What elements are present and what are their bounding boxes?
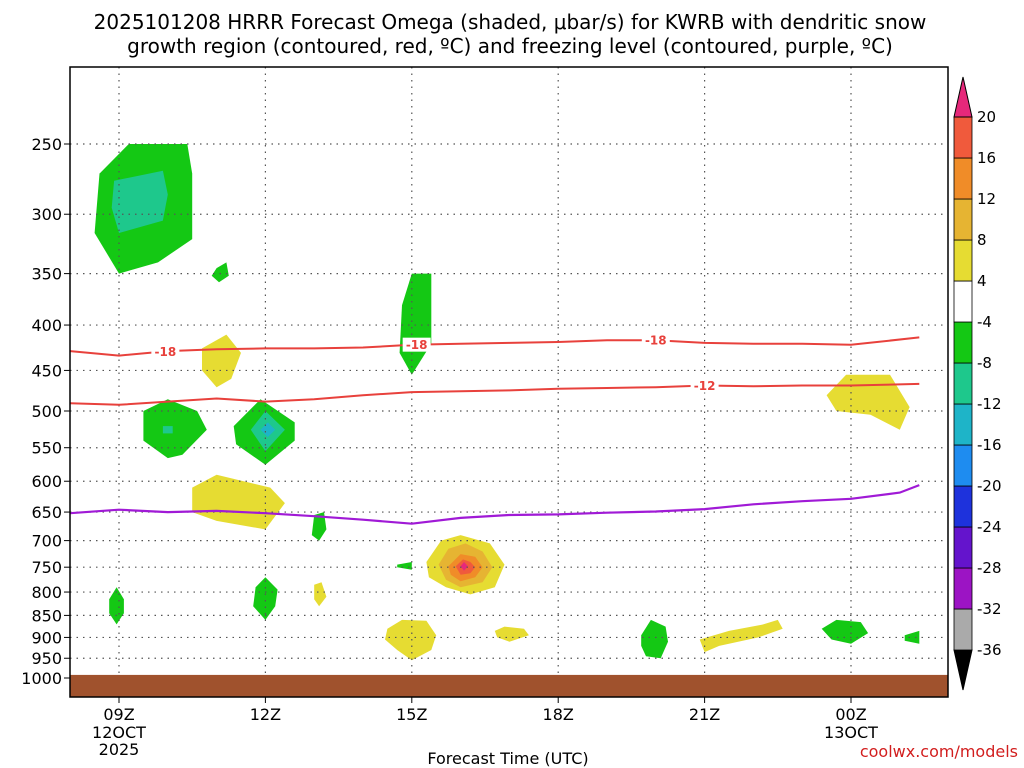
omega-region-yellow-blob-21z — [699, 619, 783, 653]
colorbar-extend-low — [953, 649, 973, 691]
colorbar-swatch--28-to--24 — [953, 526, 973, 569]
omega-region-green-small-355 — [211, 262, 229, 283]
omega-region-magenta-core-750 — [460, 562, 468, 571]
colorbar-label-12: 12 — [977, 190, 996, 208]
colorbar-label-16: 16 — [977, 149, 996, 167]
plot-background — [70, 67, 948, 697]
y-tick-label-600: 600 — [31, 472, 62, 491]
plot-content: -18 -18 -18 -12 — [70, 67, 948, 697]
y-tick-label-850: 850 — [31, 606, 62, 625]
omega-region-green-blob-20z — [641, 619, 668, 659]
colorbar-label-4: 4 — [977, 272, 987, 290]
colorbar-label--28: -28 — [977, 559, 1002, 577]
colorbar-swatch-12-to-16 — [953, 157, 973, 200]
y-tick-label-900: 900 — [31, 628, 62, 647]
colorbar-swatch-16-to-20 — [953, 116, 973, 159]
credit-link[interactable]: coolwx.com/models — [860, 742, 1018, 761]
chart-title-line-1: 2025101208 HRRR Forecast Omega (shaded, … — [94, 10, 927, 34]
x-tick-label-18Z: 18Z — [543, 705, 574, 724]
omega-region-green-blob-810 — [253, 577, 278, 620]
colorbar-swatch--32-to--28 — [953, 567, 973, 610]
ground-surface — [70, 674, 948, 697]
y-tick-label-950: 950 — [31, 649, 62, 668]
x-tick-label-00Z: 00Z — [835, 705, 866, 724]
omega-region-yellow-small-885 — [494, 626, 529, 642]
freezing-level-line — [70, 484, 920, 525]
x-tick-label-12Z: 12Z — [250, 705, 281, 724]
dgz-contour--12 — [70, 382, 920, 406]
omega-region-yellow-blob-640 — [192, 474, 285, 530]
colorbar-swatch--4-to-4 — [953, 280, 973, 323]
colorbar-label--8: -8 — [977, 354, 992, 372]
dgz-label-bg--18-0 — [151, 344, 180, 359]
dgz-label--18-1: -18 — [406, 338, 428, 352]
colorbar-label--20: -20 — [977, 477, 1002, 495]
dgz-label--12-0: -12 — [694, 379, 716, 393]
x-tick-sublabel-00Z: 13OCT — [824, 723, 878, 742]
y-tick-label-800: 800 — [31, 583, 62, 602]
x-tick-year-09Z: 2025 — [99, 740, 140, 759]
omega-region-yellow-blob-15z-low — [385, 619, 437, 661]
x-tick-sublabel-09Z: 12OCT — [92, 723, 146, 742]
x-axis-label: Forecast Time (UTC) — [427, 749, 588, 768]
colorbar-swatch-8-to-12 — [953, 198, 973, 241]
x-tick-label-15Z: 15Z — [396, 705, 427, 724]
chart-title-line-2: growth region (contoured, red, ºC) and f… — [127, 34, 893, 58]
omega-region-cyan-dot-520 — [260, 422, 276, 438]
colorbar-swatch--24-to--20 — [953, 485, 973, 528]
plot-area: -18 -18 -18 -12 — [69, 66, 949, 698]
colorbar-label--12: -12 — [977, 395, 1002, 413]
omega-region-yellow-blob-440 — [202, 334, 241, 388]
y-tick-label-300: 300 — [31, 205, 62, 224]
dgz-label--18-0: -18 — [155, 345, 177, 359]
omega-region-yellow-small-805 — [314, 582, 327, 607]
colorbar-label--32: -32 — [977, 600, 1002, 618]
y-tick-label-700: 700 — [31, 532, 62, 551]
colorbar-label--24: -24 — [977, 518, 1002, 536]
colorbar-label-8: 8 — [977, 231, 987, 249]
omega-region-green-small-right-edge — [904, 630, 920, 644]
y-tick-label-450: 450 — [31, 361, 62, 380]
colorbar: -36 -32 -28 -24 -20 -16 -12 -8 -4 4 8 12 16 20 — [953, 76, 1002, 691]
omega-region-teal-core-upper-left — [111, 170, 168, 233]
omega-region-teal-dot-520 — [162, 426, 173, 434]
y-axis: 250 300 350 400 450 500 550 600 650 700 750 800 850 9… — [21, 135, 70, 688]
x-tick-label-09Z: 09Z — [103, 705, 134, 724]
colorbar-label--16: -16 — [977, 436, 1002, 454]
y-tick-label-650: 650 — [31, 503, 62, 522]
colorbar-swatch--16-to--12 — [953, 403, 973, 446]
dgz-label-bg--12-0 — [690, 378, 719, 393]
colorbar-swatch--12-to--8 — [953, 362, 973, 405]
y-tick-label-750: 750 — [31, 558, 62, 577]
colorbar-swatch--36-to--32 — [953, 608, 973, 651]
omega-region-yellow-blob-2330-upper — [826, 374, 910, 430]
y-tick-label-250: 250 — [31, 135, 62, 154]
colorbar-extend-high — [953, 76, 973, 118]
colorbar-swatch--20-to--16 — [953, 444, 973, 487]
dgz-label-bg--18-2 — [641, 333, 670, 348]
y-tick-label-350: 350 — [31, 265, 62, 284]
dgz-label--18-2: -18 — [645, 334, 667, 348]
colorbar-label--4: -4 — [977, 313, 992, 331]
x-tick-label-21Z: 21Z — [689, 705, 720, 724]
dgz-contour--18 — [70, 336, 920, 357]
plot-frame — [69, 66, 949, 698]
dgz-label-bg--18-1 — [402, 337, 431, 352]
omega-region-green-blob-830-left — [109, 587, 124, 625]
y-tick-label-500: 500 — [31, 402, 62, 421]
colorbar-label-20: 20 — [977, 108, 996, 126]
y-tick-label-550: 550 — [31, 439, 62, 458]
colorbar-label--36: -36 — [977, 641, 1002, 659]
y-tick-label-1000: 1000 — [21, 669, 62, 688]
omega-region-green-blob-520-left — [143, 399, 207, 459]
omega-region-green-small-680 — [311, 512, 327, 541]
y-tick-label-400: 400 — [31, 316, 62, 335]
colorbar-swatch-4-to-8 — [953, 239, 973, 282]
colorbar-swatch--8-to--4 — [953, 321, 973, 364]
